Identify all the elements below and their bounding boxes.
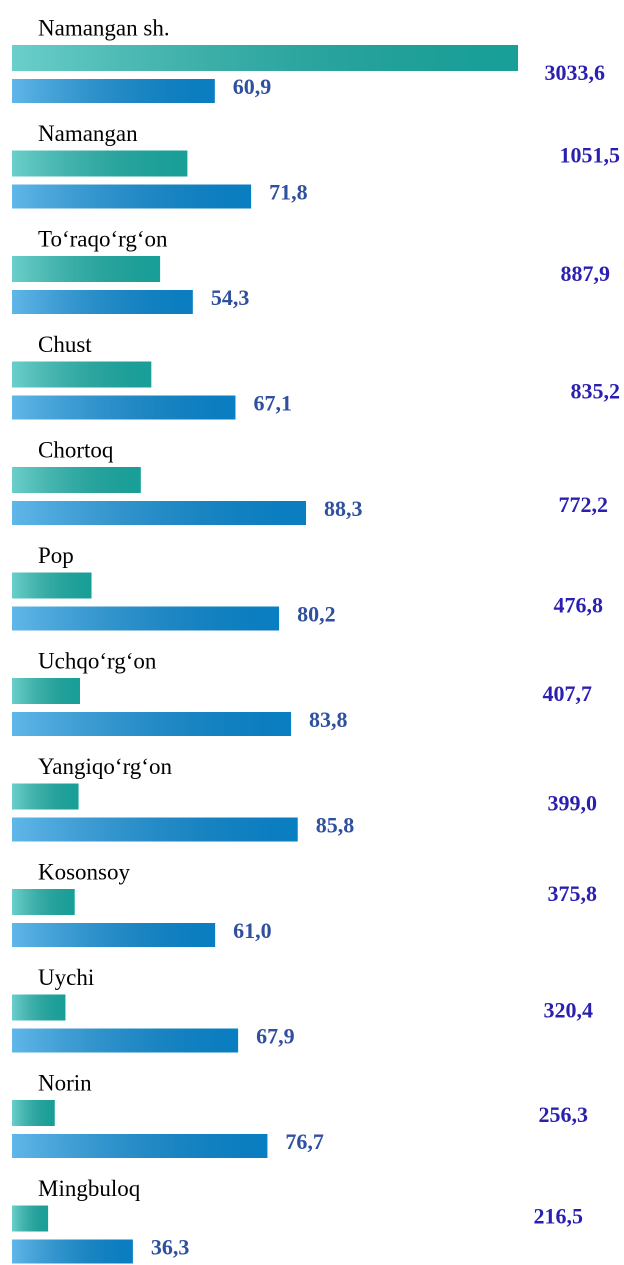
value-label: 83,8 [309,707,348,732]
bar-shine [12,45,519,71]
value-label: 54,3 [211,285,250,310]
value-label: 76,7 [285,1129,324,1154]
value-label: 216,5 [534,1204,584,1229]
value-label: 887,9 [561,261,611,286]
value-label: 407,7 [543,681,593,706]
value-label: 1051,5 [560,143,621,168]
value-label: 67,1 [253,391,292,416]
bar-shine [12,395,236,420]
category-label: Uychi [38,965,94,990]
category-label: Mingbuloq [38,1176,141,1201]
bar-shine [12,1239,133,1264]
category-label: Pop [38,543,74,568]
category-label: To‘raqo‘rg‘on [38,226,168,251]
category-label: Chust [38,332,92,357]
category-label: Yangiqo‘rg‘on [38,754,172,779]
bar-shine [12,1205,49,1232]
bar-shine [12,889,75,915]
value-label: 476,8 [554,593,604,618]
bar-shine [12,1100,55,1126]
bar-shine [12,184,252,209]
category-label: Namangan [38,121,138,146]
bar-shine [12,79,215,103]
bar-shine [12,290,193,314]
bar-shine [12,256,161,282]
value-label: 60,9 [233,74,272,99]
value-label: 256,3 [539,1102,589,1127]
bar-shine [12,150,188,177]
bar-shine [12,606,280,631]
bar-shine [12,923,216,947]
value-label: 61,0 [233,918,272,943]
value-label: 835,2 [571,379,621,404]
value-label: 67,9 [256,1024,295,1049]
category-label: Kosonsoy [38,859,131,884]
bar-shine [12,783,79,810]
value-label: 399,0 [548,791,598,816]
value-label: 36,3 [151,1235,190,1260]
bar-shine [12,817,298,842]
value-label: 88,3 [324,496,363,521]
value-label: 3033,6 [545,60,606,85]
category-label: Namangan sh. [38,15,170,40]
value-label: 375,8 [548,881,598,906]
value-label: 85,8 [316,813,355,838]
bar-shine [12,467,141,493]
value-label: 80,2 [297,602,336,627]
bar-shine [12,572,92,599]
bar-shine [12,501,307,525]
value-label: 320,4 [544,998,594,1023]
bar-shine [12,712,292,736]
bar-shine [12,678,81,704]
value-label: 71,8 [269,180,308,205]
bar-shine [12,1028,239,1053]
category-label: Uchqo‘rg‘on [38,648,157,673]
value-label: 772,2 [559,492,609,517]
category-label: Chortoq [38,437,114,462]
bar-shine [12,1134,268,1158]
category-label: Norin [38,1070,92,1095]
bar-shine [12,994,66,1021]
bar-shine [12,361,152,388]
